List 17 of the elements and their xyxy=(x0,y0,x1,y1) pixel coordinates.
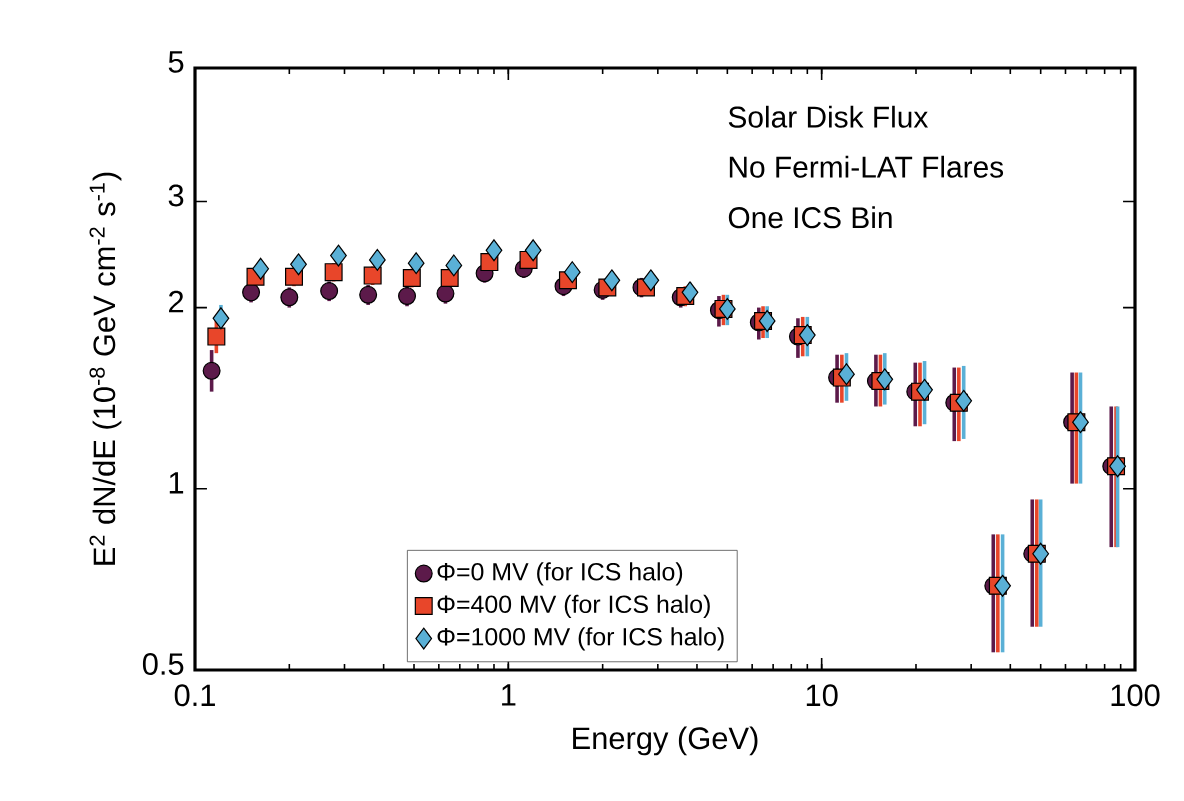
legend-label: Φ=0 MV (for ICS halo) xyxy=(437,562,683,586)
annotation: No Fermi-LAT Flares xyxy=(729,155,1004,178)
x-tick-label: 0.1 xyxy=(174,684,215,707)
y-tick-label: 2 xyxy=(169,290,184,313)
x-tick-label: 10 xyxy=(806,684,838,707)
y-tick-label: 3 xyxy=(168,184,184,207)
annotation: Solar Disk Flux xyxy=(728,105,929,128)
y-tick-label: 0.5 xyxy=(142,653,184,675)
x-axis-title: Energy (GeV) xyxy=(573,726,758,756)
y-tick-label: 1 xyxy=(169,472,184,494)
legend-label: Φ=400 MV (for ICS halo) xyxy=(437,594,710,618)
x-tick-label: 100 xyxy=(1111,684,1160,707)
y-tick-label: 5 xyxy=(168,51,184,73)
text: E$^{2}$ dN/dE (10$^{-8}$ GeV cm$^{-2}$ s$^{-1}$) xyxy=(89,172,122,565)
legend-label: Φ=1000 MV (for ICS halo) xyxy=(437,627,724,651)
annotation: One ICS Bin xyxy=(728,206,892,229)
x-tick-label: 1 xyxy=(502,684,516,706)
